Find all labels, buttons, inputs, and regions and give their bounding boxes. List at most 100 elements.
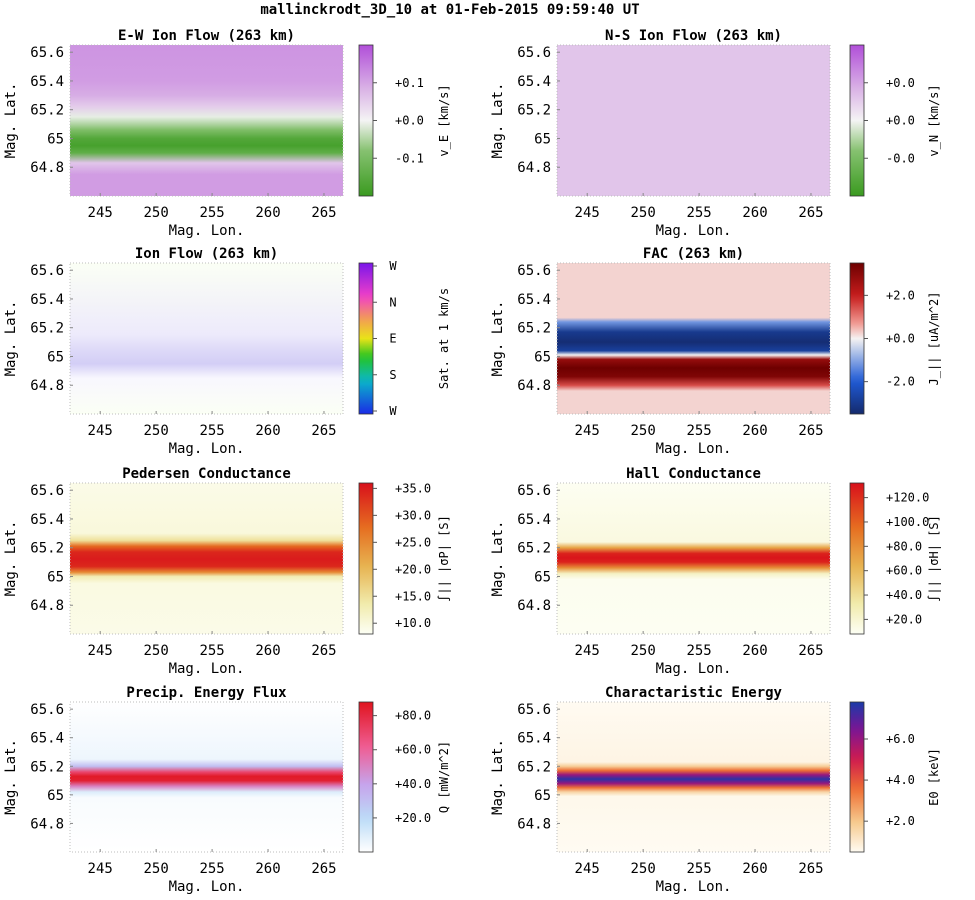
x-tick-label: 265 xyxy=(798,861,823,877)
x-tick-label: 245 xyxy=(575,643,600,659)
heatmap-field xyxy=(557,483,830,634)
x-tick-label: 245 xyxy=(88,205,113,221)
colorbar-tick-label: +40.0 xyxy=(395,777,431,791)
x-tick-label: 265 xyxy=(798,205,823,221)
x-tick-label: 260 xyxy=(742,643,767,659)
colorbar-tick-label: +0.0 xyxy=(886,76,915,90)
colorbar-label: ∫|| |σP| [S] xyxy=(437,515,451,602)
axes-frame xyxy=(556,701,831,853)
x-tick-label: 245 xyxy=(575,861,600,877)
axes-frame xyxy=(69,44,344,197)
x-tick-label: 245 xyxy=(88,643,113,659)
x-tick-label: 260 xyxy=(742,861,767,877)
x-tick-label: 255 xyxy=(686,861,711,877)
colorbar-label: Q [mW/m^2] xyxy=(437,741,451,813)
panel-title: Ion Flow (263 km) xyxy=(135,246,278,262)
y-tick-label: 65.6 xyxy=(517,263,551,279)
colorbar-label: v_N [km/s] xyxy=(927,84,941,156)
axes-frame xyxy=(69,701,344,853)
colorbar-tick-label: +0.0 xyxy=(886,332,915,346)
y-tick-label: 65.6 xyxy=(30,263,64,279)
colorbar-label: ∫|| |σH| [S] xyxy=(927,515,941,602)
y-tick-label: 65 xyxy=(534,349,551,365)
panel-7: Precip. Energy Flux 65.6 65.4 65.2 65 64.8 245… xyxy=(3,685,451,895)
y-tick-label: 65.6 xyxy=(517,702,551,718)
y-tick-label: 65 xyxy=(47,131,64,147)
y-tick-label: 65 xyxy=(534,569,551,585)
colorbar-tick-label: +60.0 xyxy=(395,743,431,757)
panel-title: E-W Ion Flow (263 km) xyxy=(118,28,295,44)
heatmap-field xyxy=(70,702,343,852)
colorbar-tick-label: +20.0 xyxy=(886,612,922,626)
colorbar-tick-label: +4.0 xyxy=(886,773,915,787)
x-tick-label: 260 xyxy=(255,861,280,877)
panel-title: Pedersen Conductance xyxy=(122,466,291,482)
x-axis-label: Mag. Lon. xyxy=(656,223,732,239)
heatmap-field xyxy=(557,702,830,852)
y-tick-label: 65.6 xyxy=(30,483,64,499)
x-tick-label: 250 xyxy=(631,423,656,439)
x-tick-label: 255 xyxy=(686,643,711,659)
colorbar-tick-label: N xyxy=(389,295,396,309)
colorbar-tick-label: +6.0 xyxy=(886,732,915,746)
x-tick-label: 265 xyxy=(311,643,336,659)
colorbar-tick-label: +20.0 xyxy=(395,811,431,825)
colorbar-tick-label: W xyxy=(389,404,397,418)
colorbar-tick-label: +20.0 xyxy=(395,562,431,576)
x-tick-label: 260 xyxy=(742,205,767,221)
x-tick-label: 250 xyxy=(144,861,169,877)
y-tick-label: 65.6 xyxy=(517,45,551,61)
y-tick-label: 64.8 xyxy=(30,378,64,394)
y-tick-label: 65.6 xyxy=(517,483,551,499)
colorbar-tick-label: +0.0 xyxy=(886,114,915,128)
colorbar-tick-label: +30.0 xyxy=(395,508,431,522)
heatmap-field xyxy=(70,483,343,634)
x-axis-label: Mag. Lon. xyxy=(169,223,245,239)
colorbar xyxy=(849,701,865,853)
colorbar-tick-label: +80.0 xyxy=(886,539,922,553)
y-tick-label: 64.8 xyxy=(517,160,551,176)
y-tick-label: 65.2 xyxy=(30,759,64,775)
y-tick-label: 65.2 xyxy=(30,541,64,557)
panel-title: Precip. Energy Flux xyxy=(126,685,287,701)
heatmap-field xyxy=(557,45,830,196)
x-tick-label: 245 xyxy=(575,423,600,439)
y-tick-label: 65.4 xyxy=(517,512,551,528)
x-tick-label: 260 xyxy=(255,423,280,439)
colorbar-tick-label: S xyxy=(389,368,396,382)
colorbar-tick-label: +40.0 xyxy=(886,588,922,602)
y-tick-label: 64.8 xyxy=(517,598,551,614)
panel-title: FAC (263 km) xyxy=(643,246,744,262)
x-tick-label: 255 xyxy=(199,205,224,221)
axes-frame xyxy=(556,482,831,635)
y-tick-label: 65.4 xyxy=(517,74,551,90)
y-tick-label: 65.2 xyxy=(517,541,551,557)
y-tick-label: 64.8 xyxy=(30,816,64,832)
colorbar-tick-label: +25.0 xyxy=(395,535,431,549)
colorbar-tick-label: +15.0 xyxy=(395,589,431,603)
y-tick-label: 65.2 xyxy=(517,103,551,119)
panel-4: FAC (263 km) 65.6 65.4 65.2 65 64.8 245 250 255 2… xyxy=(490,246,941,457)
colorbar-tick-label: +120.0 xyxy=(886,491,929,505)
panel-title: Charactaristic Energy xyxy=(605,685,783,701)
y-axis-label: Mag. Lat. xyxy=(490,739,506,815)
axes-frame xyxy=(69,262,344,415)
y-axis-label: Mag. Lat. xyxy=(490,521,506,597)
x-axis-label: Mag. Lon. xyxy=(169,441,245,457)
colorbar xyxy=(849,44,865,197)
x-tick-label: 265 xyxy=(311,205,336,221)
x-axis-label: Mag. Lon. xyxy=(656,661,732,677)
x-tick-label: 245 xyxy=(88,861,113,877)
x-tick-label: 245 xyxy=(575,205,600,221)
x-tick-label: 260 xyxy=(255,643,280,659)
y-tick-label: 64.8 xyxy=(517,378,551,394)
panel-2: N-S Ion Flow (263 km) 65.6 65.4 65.2 65 64.8 2… xyxy=(490,28,941,239)
colorbar-tick-label: W xyxy=(389,259,397,273)
y-axis-label: Mag. Lat. xyxy=(3,521,19,597)
x-tick-label: 260 xyxy=(255,205,280,221)
colorbar-label: v_E [km/s] xyxy=(437,84,451,156)
x-tick-label: 245 xyxy=(88,423,113,439)
colorbar-tick-label: +10.0 xyxy=(395,616,431,630)
colorbar xyxy=(358,262,374,415)
